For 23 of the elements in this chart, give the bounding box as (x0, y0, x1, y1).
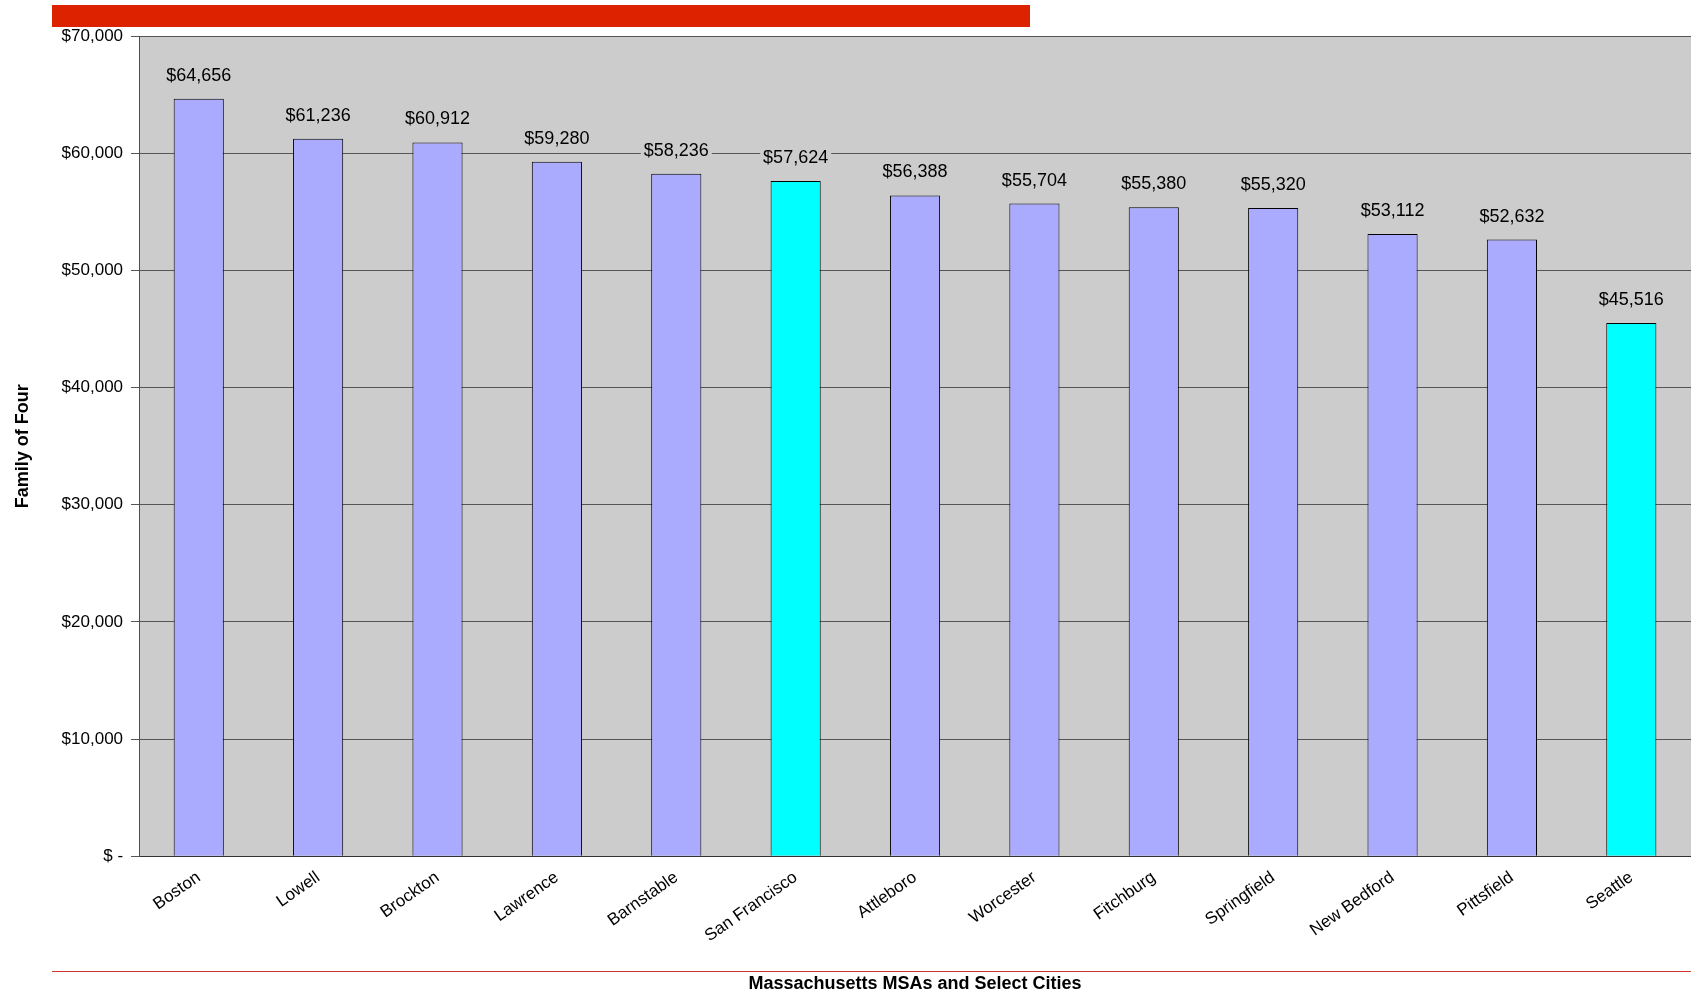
y-tick-label: $ - (103, 846, 124, 866)
data-label: $52,632 (1479, 205, 1545, 226)
data-label: $64,656 (166, 64, 232, 85)
data-label: $55,320 (1240, 174, 1306, 195)
data-label: $60,912 (404, 108, 471, 129)
x-axis-title: Massachusetts MSAs and Select Cities (748, 973, 1082, 994)
y-tick-label: $30,000 (61, 494, 124, 514)
data-label: $59,280 (524, 127, 590, 148)
data-label: $45,516 (1598, 288, 1664, 309)
y-tick-label: $50,000 (61, 260, 124, 280)
data-label: $58,236 (643, 139, 709, 160)
y-axis-title: Family of Four (11, 384, 32, 509)
y-tick-label: $20,000 (61, 611, 124, 631)
data-label: $56,388 (882, 161, 948, 182)
data-label: $57,624 (763, 147, 829, 168)
data-label: $55,380 (1121, 173, 1187, 194)
data-label: $55,704 (1001, 169, 1067, 190)
data-label: $61,236 (285, 104, 351, 125)
y-tick-label: $60,000 (61, 142, 124, 162)
data-label: $53,112 (1360, 199, 1425, 220)
y-tick-label: $70,000 (61, 25, 124, 45)
y-tick-label: $10,000 (61, 728, 124, 748)
y-tick-label: $40,000 (61, 377, 124, 397)
